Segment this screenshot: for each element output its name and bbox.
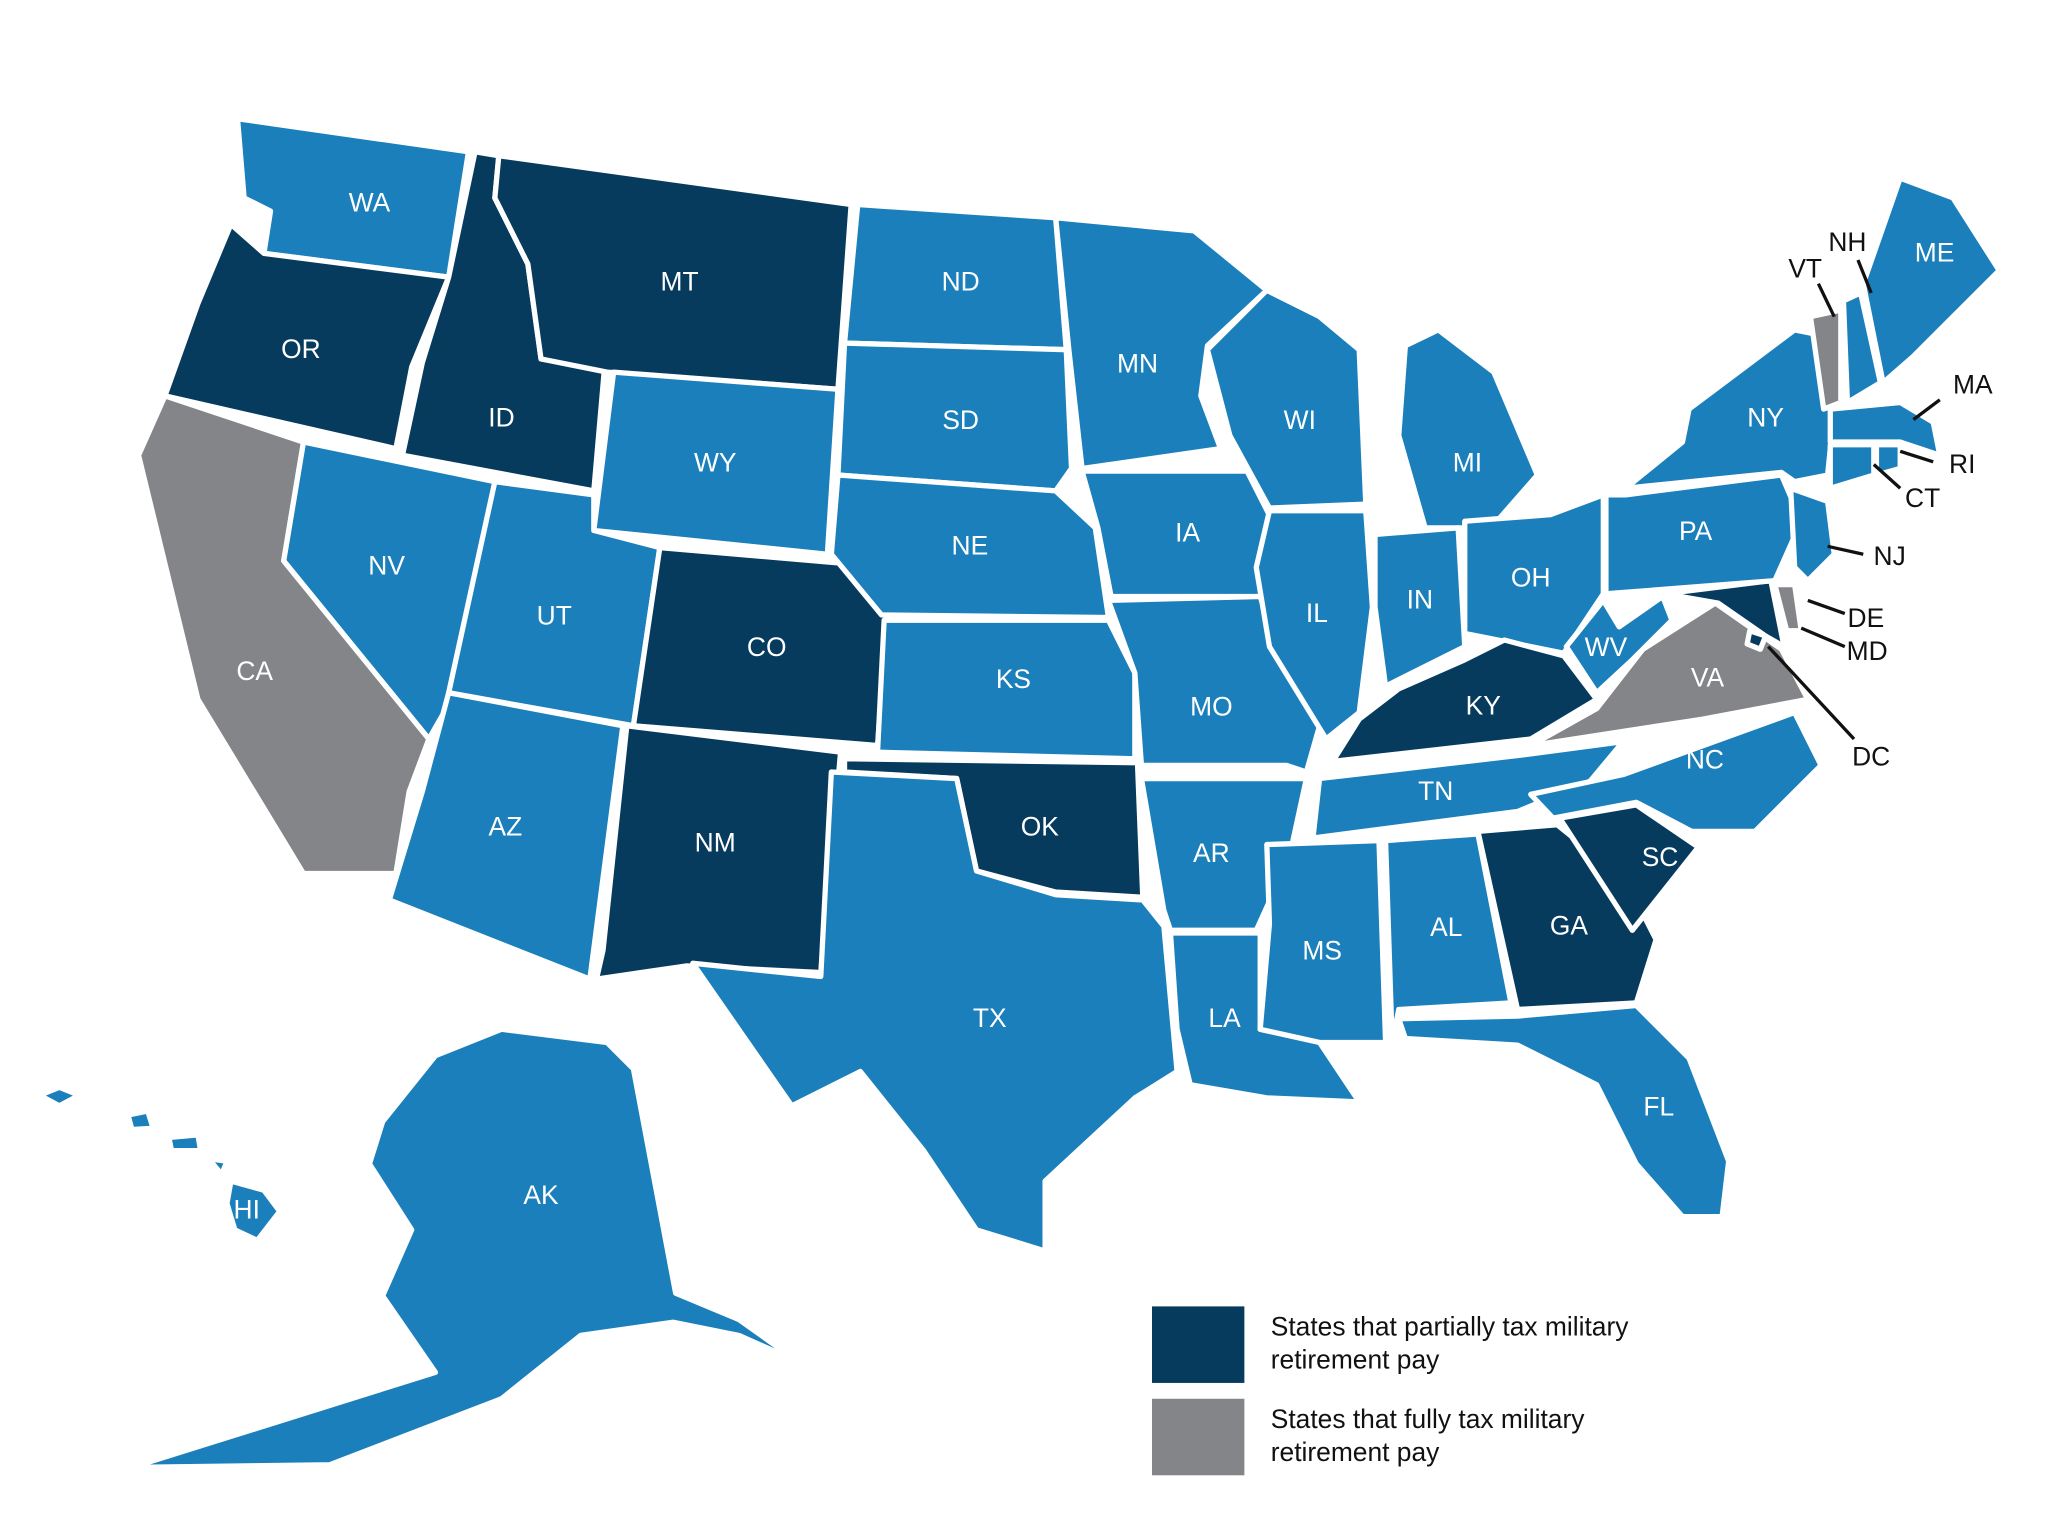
state-label: TX bbox=[973, 1003, 1007, 1033]
state-label: LA bbox=[1208, 1003, 1241, 1033]
state-label: GA bbox=[1550, 911, 1589, 941]
state-label: SC bbox=[1642, 842, 1679, 872]
state-label: TN bbox=[1418, 776, 1453, 806]
state-label: NJ bbox=[1874, 541, 1906, 571]
state-label: FL bbox=[1643, 1091, 1674, 1121]
state bbox=[36, 1084, 283, 1244]
callout-line bbox=[1912, 398, 1941, 421]
legend-label: States that fully tax military bbox=[1271, 1404, 1585, 1434]
state bbox=[1053, 215, 1270, 472]
state-label: OH bbox=[1511, 562, 1551, 592]
state-label: MN bbox=[1117, 348, 1158, 378]
state-label: DE bbox=[1848, 603, 1885, 633]
state bbox=[1744, 628, 1769, 652]
state bbox=[591, 369, 841, 557]
callout-line bbox=[1767, 645, 1856, 741]
state-label: UT bbox=[537, 601, 572, 631]
state-label: ND bbox=[942, 267, 980, 297]
state-label: VT bbox=[1788, 253, 1822, 283]
state-label: MO bbox=[1190, 692, 1233, 722]
callout-line bbox=[1807, 598, 1846, 616]
state-label: OR bbox=[281, 334, 321, 364]
callout-line bbox=[1816, 282, 1836, 318]
state bbox=[593, 723, 844, 982]
state bbox=[492, 153, 854, 392]
state-label: WI bbox=[1284, 405, 1316, 435]
state-label: AL bbox=[1430, 912, 1462, 942]
legend-label: retirement pay bbox=[1271, 1344, 1440, 1374]
legend: States that partially tax militaryretire… bbox=[1152, 1306, 1629, 1476]
state bbox=[874, 617, 1138, 762]
state bbox=[835, 340, 1075, 494]
state-label: MT bbox=[661, 267, 699, 297]
state bbox=[1330, 637, 1600, 765]
states bbox=[36, 116, 2002, 1471]
state-label: KY bbox=[1466, 690, 1502, 720]
state-label: HI bbox=[234, 1194, 260, 1224]
state-label: MS bbox=[1302, 936, 1342, 966]
state-label: MA bbox=[1953, 370, 1993, 400]
legend-label: States that partially tax military bbox=[1271, 1311, 1629, 1341]
state-label: VA bbox=[1691, 663, 1725, 693]
state bbox=[1382, 831, 1514, 1046]
state-label: NH bbox=[1828, 227, 1866, 257]
state-label: IN bbox=[1407, 585, 1433, 615]
state-label: SD bbox=[942, 405, 979, 435]
callout-line bbox=[1856, 259, 1873, 294]
state-label: NE bbox=[952, 531, 989, 561]
state bbox=[1623, 327, 1835, 491]
legend-swatch bbox=[1152, 1398, 1245, 1476]
state bbox=[1772, 581, 1804, 634]
callout-line bbox=[1800, 626, 1846, 649]
state bbox=[1396, 1002, 1732, 1220]
state-label: CA bbox=[236, 656, 273, 686]
state-label: NM bbox=[695, 828, 736, 858]
state bbox=[129, 1026, 801, 1471]
state bbox=[386, 690, 626, 982]
state-labels: WA OR CA ID NV MT WY UT AZ CO NM ND SD NE KS OK TX MN IA MO… bbox=[234, 188, 1993, 1225]
state-label: DC bbox=[1852, 742, 1890, 772]
state-label: IL bbox=[1306, 598, 1328, 628]
state bbox=[1253, 508, 1376, 742]
state-label: OK bbox=[1021, 812, 1060, 842]
callouts bbox=[1767, 259, 1941, 741]
state-label: RI bbox=[1949, 449, 1975, 479]
legend-label: retirement pay bbox=[1271, 1437, 1440, 1467]
state-label: ME bbox=[1915, 238, 1955, 268]
state bbox=[690, 769, 1180, 1254]
state-label: CT bbox=[1905, 483, 1940, 513]
state-label: MI bbox=[1453, 447, 1482, 477]
state bbox=[1257, 837, 1389, 1046]
state-label: AR bbox=[1193, 838, 1230, 868]
state bbox=[1396, 327, 1540, 531]
state-label: WA bbox=[349, 188, 391, 218]
state bbox=[1827, 442, 1877, 491]
state-label: NC bbox=[1686, 744, 1724, 774]
state-label: IA bbox=[1175, 517, 1200, 547]
state bbox=[162, 221, 452, 452]
state-label: WV bbox=[1585, 632, 1628, 662]
callout-line bbox=[1899, 449, 1934, 464]
state bbox=[1372, 525, 1468, 689]
state-label: AK bbox=[523, 1180, 559, 1210]
state bbox=[1167, 930, 1362, 1105]
state bbox=[1528, 709, 1824, 834]
state-label: NY bbox=[1747, 403, 1784, 433]
state-label: NV bbox=[368, 550, 405, 580]
state bbox=[1204, 287, 1369, 511]
callout-line bbox=[1872, 463, 1902, 490]
state bbox=[1788, 485, 1837, 584]
state-label: AZ bbox=[489, 812, 523, 842]
callout-line bbox=[1827, 544, 1864, 556]
state-label: PA bbox=[1679, 516, 1713, 546]
state bbox=[1860, 175, 2002, 386]
state bbox=[1563, 593, 1675, 696]
state-label: ID bbox=[488, 403, 514, 433]
state-label: MD bbox=[1847, 636, 1888, 666]
state-label: WY bbox=[694, 447, 737, 477]
state-label: CO bbox=[747, 632, 787, 662]
state-label: KS bbox=[996, 664, 1031, 694]
legend-swatch bbox=[1152, 1306, 1245, 1383]
